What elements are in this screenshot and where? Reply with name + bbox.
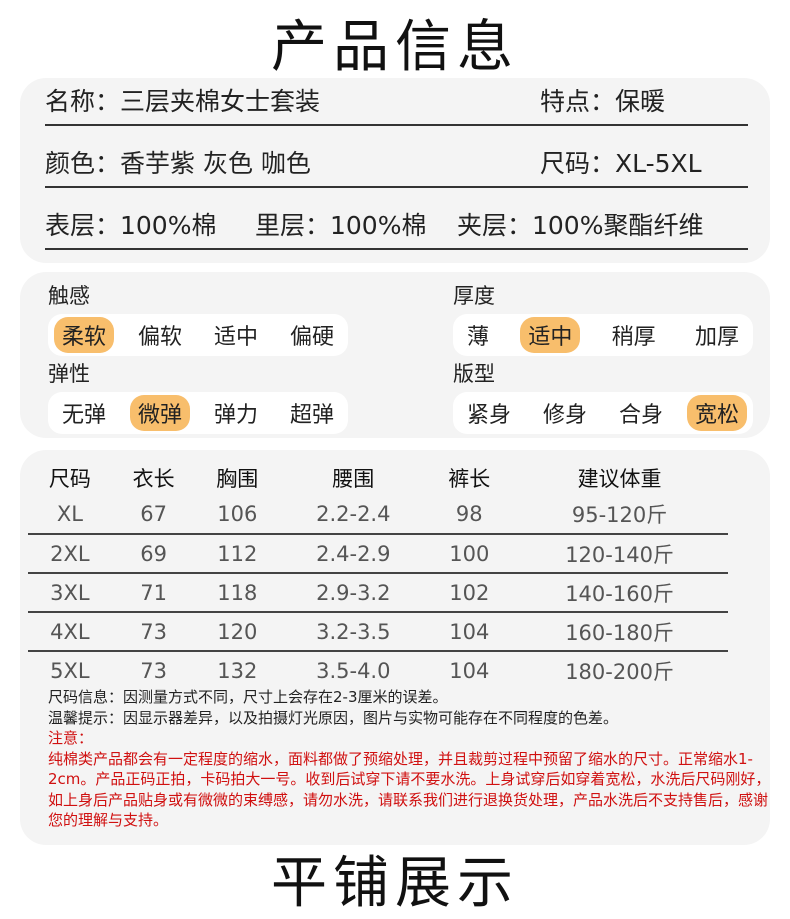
attention-text: 纯棉类产品都会有一定程度的缩水，面料都做了预缩处理，并且裁剪过程中预留了缩水的尺…: [48, 749, 771, 830]
table-cell: 120-140斤: [511, 534, 728, 574]
table-row: 4XL 73 120 3.2-3.5 104 160-180斤: [28, 612, 728, 652]
attribute-option: 无弹: [62, 403, 107, 428]
table-cell: 2.2-2.4: [279, 495, 428, 535]
attributes-panel: 触感柔软 偏软 适中 偏硬 厚度薄 适中 稍厚 加厚弹性无弹 微弹 弹力 超弹 版型紧身 修身 合身 宽松: [20, 272, 770, 438]
attribute-label: 触感: [48, 284, 90, 308]
attribute-group: 版型紧身 修身 合身 宽松: [453, 358, 753, 434]
page-title: 产品信息: [271, 15, 519, 80]
table-row: 2XL 69 112 2.4-2.9 100 120-140斤: [28, 534, 728, 574]
attribute-option: 偏软: [137, 325, 182, 350]
table-cell: XL: [28, 495, 112, 535]
table-cell: 71: [111, 573, 196, 613]
attribute-label: 厚度: [453, 284, 495, 308]
tip-note: 温馨提示：因显示器差异，以及拍摄灯光原因，图片与实物可能存在不同程度的色差。: [48, 708, 619, 727]
table-cell: 5XL: [50, 659, 90, 683]
table-cell: 3XL: [28, 573, 112, 613]
attribute-options: 薄 适中 稍厚 加厚: [453, 314, 753, 356]
info-row: 颜色：香芋紫 灰色 咖色 尺码：XL-5XL: [45, 148, 748, 188]
table-cell: 120: [195, 612, 280, 652]
attribute-option-selected: 微弹: [129, 395, 190, 431]
attribute-option: 弹力: [213, 403, 258, 428]
table-cell: 2XL: [28, 534, 112, 574]
attribute-option-selected: 柔软: [54, 317, 115, 353]
product-sizes: 尺码：XL-5XL: [540, 149, 702, 178]
attribute-option: 偏硬: [289, 325, 334, 350]
table-cell: 4XL: [28, 612, 112, 652]
table-cell: 160-180斤: [511, 612, 728, 652]
table-cell: 2.9-3.2: [279, 573, 428, 613]
section-title: 平铺展示: [271, 851, 519, 916]
attribute-group: 触感柔软 偏软 适中 偏硬: [48, 280, 348, 356]
inner-material: 里层：100%棉: [255, 211, 427, 240]
table-cell: 140-160斤: [511, 573, 728, 613]
table-row: 3XL 71 118 2.9-3.2 102 140-160斤: [28, 573, 728, 613]
attribute-option: 超弹: [289, 403, 334, 428]
table-cell: 106: [195, 495, 280, 535]
attribute-options: 柔软 偏软 适中 偏硬: [48, 314, 348, 356]
attribute-label: 版型: [453, 362, 495, 386]
table-cell: 73: [140, 659, 167, 683]
attribute-option: 修身: [542, 403, 587, 428]
attribute-options: 无弹 微弹 弹力 超弹: [48, 392, 348, 434]
middle-material: 夹层：100%聚酯纤维: [457, 211, 704, 240]
table-cell: 118: [195, 573, 280, 613]
info-row: 表层：100%棉 里层：100%棉 夹层：100%聚酯纤维: [45, 210, 748, 250]
product-colors: 颜色：香芋紫 灰色 咖色: [45, 149, 311, 178]
table-cell: 104: [427, 612, 512, 652]
table-cell: 3.5-4.0: [316, 659, 391, 683]
table-cell: 112: [195, 534, 280, 574]
table-cell: 67: [111, 495, 196, 535]
table-cell: 95-120斤: [511, 495, 728, 535]
info-row: 名称：三层夹棉女士套装 特点：保暖: [45, 86, 748, 126]
table-cell: 180-200斤: [565, 660, 674, 684]
table-cell: 132: [217, 659, 258, 683]
table-row: XL 67 106 2.2-2.4 98 95-120斤: [28, 495, 728, 535]
table-cell: 69: [111, 534, 196, 574]
attribute-option: 加厚: [694, 325, 739, 350]
info-panel: 名称：三层夹棉女士套装 特点：保暖 颜色：香芋紫 灰色 咖色 尺码：XL-5XL…: [20, 78, 770, 263]
table-cell: 104: [449, 659, 490, 683]
size-table: 尺码 衣长 胸围 腰围 裤长 建议体重 XL 67 106 2.2-2.4 98 95-120斤 2X…: [28, 460, 728, 690]
size-info-note: 尺码信息：因测量方式不同，尺寸上会存在2-3厘米的误差。: [48, 688, 448, 706]
table-cell: 100: [427, 534, 512, 574]
attribute-option: 合身: [618, 403, 663, 428]
attribute-option-selected: 适中: [520, 317, 581, 353]
attribute-option: 适中: [213, 325, 258, 350]
column-header: 胸围: [216, 466, 259, 491]
column-header: 建议体重: [577, 466, 662, 491]
product-feature: 特点：保暖: [540, 87, 666, 116]
attribute-option: 紧身: [467, 403, 512, 428]
column-header: 裤长: [448, 466, 491, 491]
outer-material: 表层：100%棉: [45, 211, 217, 240]
attention-label: 注意：: [48, 729, 94, 747]
attribute-group: 弹性无弹 微弹 弹力 超弹: [48, 358, 348, 434]
column-header: 尺码: [48, 466, 91, 491]
column-header: 腰围: [332, 466, 375, 491]
table-cell: 73: [111, 612, 196, 652]
attribute-options: 紧身 修身 合身 宽松: [453, 392, 753, 434]
table-row: 5XL 73 132 3.5-4.0 104 180-200斤: [28, 651, 728, 690]
table-cell: 102: [427, 573, 512, 613]
attribute-option: 稍厚: [611, 325, 656, 350]
notes: 尺码信息：因测量方式不同，尺寸上会存在2-3厘米的误差。 温馨提示：因显示器差异…: [48, 687, 778, 831]
table-cell: 2.4-2.9: [279, 534, 428, 574]
attribute-group: 厚度薄 适中 稍厚 加厚: [453, 280, 753, 356]
column-header: 衣长: [132, 466, 175, 491]
table-cell: 3.2-3.5: [279, 612, 428, 652]
attribute-option: 薄: [467, 325, 490, 350]
attribute-label: 弹性: [48, 362, 90, 386]
product-name: 名称：三层夹棉女士套装: [45, 87, 321, 116]
attribute-option-selected: 宽松: [686, 395, 747, 431]
table-cell: 98: [427, 495, 512, 535]
